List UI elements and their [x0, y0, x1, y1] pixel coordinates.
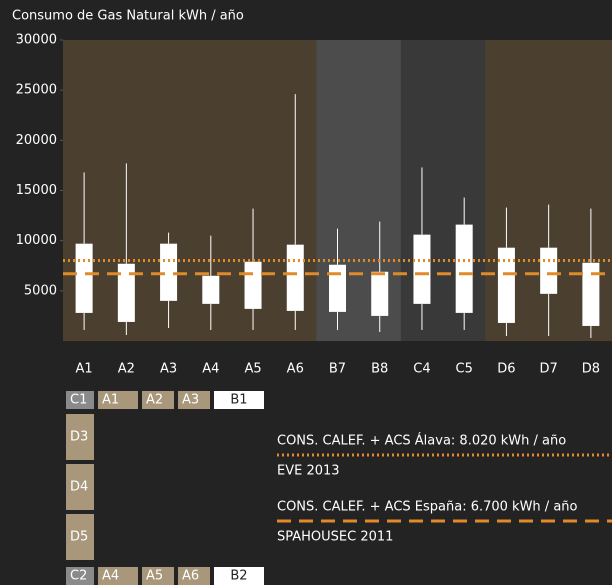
key-label: C2	[70, 569, 87, 584]
chart-title: Consumo de Gas Natural kWh / año	[12, 9, 244, 24]
box	[455, 224, 473, 313]
y-tick-label: 20000	[16, 133, 57, 148]
box	[244, 261, 262, 309]
reference-label: CONS. CALEF. + ACS España: 6.700 kWh / a…	[277, 500, 578, 515]
key-cell	[178, 567, 210, 585]
key-cell	[142, 567, 174, 585]
key-label: A6	[182, 569, 199, 584]
x-tick-label: A6	[287, 362, 304, 377]
x-tick-label: D8	[582, 362, 600, 377]
key-label: A1	[102, 393, 119, 408]
x-tick-label: D7	[540, 362, 558, 377]
y-tick-label: 5000	[24, 283, 57, 298]
y-tick-label: 30000	[16, 33, 57, 48]
key-label: D3	[70, 430, 88, 445]
box	[582, 262, 600, 326]
key-cell	[66, 414, 94, 460]
x-tick-label: B7	[329, 362, 346, 377]
key-cell	[98, 391, 138, 409]
key-label: C1	[70, 393, 87, 408]
box	[117, 263, 135, 322]
key-label: A3	[182, 393, 199, 408]
x-tick-label: A3	[160, 362, 177, 377]
box	[329, 264, 346, 312]
key-cell	[66, 567, 94, 585]
y-tick-label: 25000	[16, 83, 57, 98]
key-label: B2	[230, 569, 247, 584]
key-label: A5	[146, 569, 163, 584]
key-cell	[178, 391, 210, 409]
key-label: A2	[146, 393, 163, 408]
key-cell	[66, 514, 94, 560]
reference-label: CONS. CALEF. + ACS Álava: 8.020 kWh / añ…	[277, 433, 566, 449]
box	[75, 243, 93, 313]
key-cell	[66, 464, 94, 510]
box	[160, 243, 178, 301]
key-label: B1	[230, 393, 247, 408]
key-cell	[214, 567, 264, 585]
box	[413, 234, 431, 304]
key-cell	[98, 567, 138, 585]
key-label: D4	[70, 480, 88, 495]
x-tick-label: D6	[497, 362, 515, 377]
x-tick-label: A1	[76, 362, 93, 377]
key-label: A4	[102, 569, 119, 584]
box	[202, 275, 220, 304]
x-tick-label: A2	[118, 362, 135, 377]
x-tick-label: B8	[371, 362, 388, 377]
key-label: D5	[70, 530, 88, 545]
key-cell	[66, 391, 94, 409]
box	[497, 247, 515, 323]
y-tick-label: 15000	[16, 183, 57, 198]
x-tick-label: A5	[244, 362, 261, 377]
x-tick-label: A4	[202, 362, 219, 377]
key-cell	[142, 391, 174, 409]
x-tick-label: C4	[413, 362, 430, 377]
box	[540, 247, 558, 294]
box	[371, 271, 389, 316]
reference-source: SPAHOUSEC 2011	[277, 530, 393, 545]
y-tick-label: 10000	[16, 233, 57, 248]
reference-source: EVE 2013	[277, 464, 340, 479]
x-tick-label: C5	[456, 362, 473, 377]
box	[286, 244, 304, 311]
key-cell	[214, 391, 264, 409]
